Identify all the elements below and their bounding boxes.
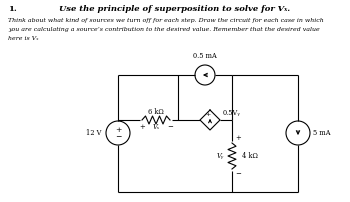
- Text: you are calculating a source’s contribution to the desired value. Remember that : you are calculating a source’s contribut…: [8, 27, 320, 32]
- Text: 5 mA: 5 mA: [313, 129, 330, 137]
- Text: 12 V: 12 V: [86, 129, 101, 137]
- Text: Vᵧ: Vᵧ: [216, 152, 224, 160]
- Text: +: +: [139, 123, 145, 131]
- Text: +: +: [115, 126, 121, 134]
- Text: −: −: [115, 133, 121, 141]
- Text: 0.5 mA: 0.5 mA: [193, 52, 217, 60]
- Text: here is Vₓ: here is Vₓ: [8, 36, 38, 41]
- Text: Think about what kind of sources we turn off for each step. Draw the circuit for: Think about what kind of sources we turn…: [8, 18, 324, 23]
- Text: 1.: 1.: [8, 5, 17, 13]
- Text: −: −: [235, 170, 241, 178]
- Text: 6 kΩ: 6 kΩ: [148, 108, 164, 116]
- Text: −: −: [167, 123, 173, 131]
- Text: +: +: [235, 134, 241, 142]
- Text: Vₓ: Vₓ: [153, 123, 160, 131]
- Text: Use the principle of superposition to solve for Vₓ.: Use the principle of superposition to so…: [60, 5, 290, 13]
- Text: 0.5Vᵧ: 0.5Vᵧ: [223, 109, 241, 117]
- Text: 4 kΩ: 4 kΩ: [242, 152, 258, 160]
- Text: +: +: [205, 113, 211, 118]
